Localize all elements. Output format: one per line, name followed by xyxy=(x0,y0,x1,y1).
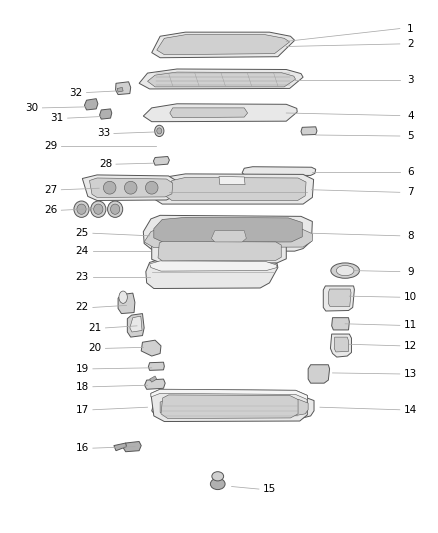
Polygon shape xyxy=(154,217,302,243)
Ellipse shape xyxy=(336,265,354,276)
Polygon shape xyxy=(330,334,351,357)
Polygon shape xyxy=(144,228,312,247)
Ellipse shape xyxy=(145,181,158,194)
Ellipse shape xyxy=(103,181,116,194)
Ellipse shape xyxy=(124,181,137,194)
Polygon shape xyxy=(141,340,161,356)
Ellipse shape xyxy=(210,478,225,490)
Text: 32: 32 xyxy=(69,87,83,98)
Text: 17: 17 xyxy=(76,405,89,415)
Polygon shape xyxy=(130,316,142,332)
Polygon shape xyxy=(143,104,297,122)
Text: 3: 3 xyxy=(407,75,413,85)
Polygon shape xyxy=(160,399,308,416)
Ellipse shape xyxy=(155,125,164,136)
Text: 14: 14 xyxy=(404,405,417,415)
Ellipse shape xyxy=(74,201,89,217)
Polygon shape xyxy=(139,69,303,89)
Ellipse shape xyxy=(91,201,106,217)
Polygon shape xyxy=(170,108,247,118)
Polygon shape xyxy=(148,362,164,370)
Polygon shape xyxy=(99,109,112,119)
Text: 26: 26 xyxy=(44,205,57,215)
Text: 6: 6 xyxy=(407,167,413,177)
Text: 28: 28 xyxy=(99,159,112,169)
Text: 8: 8 xyxy=(407,231,413,241)
Polygon shape xyxy=(123,441,141,452)
Text: 25: 25 xyxy=(76,228,89,238)
Text: 22: 22 xyxy=(76,302,89,312)
Polygon shape xyxy=(219,176,245,184)
Polygon shape xyxy=(146,260,278,288)
Polygon shape xyxy=(242,167,316,175)
Polygon shape xyxy=(151,389,307,422)
Text: 1: 1 xyxy=(407,23,413,34)
Polygon shape xyxy=(308,365,329,383)
Polygon shape xyxy=(323,286,354,311)
Ellipse shape xyxy=(94,204,103,214)
Polygon shape xyxy=(118,293,135,313)
Polygon shape xyxy=(145,379,165,389)
Polygon shape xyxy=(82,175,176,200)
Polygon shape xyxy=(301,127,317,135)
Ellipse shape xyxy=(157,128,162,134)
Text: 10: 10 xyxy=(404,292,417,302)
Text: 31: 31 xyxy=(50,113,64,123)
Polygon shape xyxy=(328,289,351,306)
Text: 33: 33 xyxy=(97,128,110,139)
Polygon shape xyxy=(334,337,349,352)
Polygon shape xyxy=(116,82,131,94)
Text: 18: 18 xyxy=(76,382,89,392)
Text: 21: 21 xyxy=(88,323,102,333)
Text: 19: 19 xyxy=(76,364,89,374)
Ellipse shape xyxy=(110,204,120,214)
Polygon shape xyxy=(165,177,306,200)
Polygon shape xyxy=(85,99,98,110)
Ellipse shape xyxy=(108,201,123,217)
Text: 30: 30 xyxy=(25,103,39,113)
Text: 2: 2 xyxy=(407,39,413,49)
Polygon shape xyxy=(152,395,314,420)
Polygon shape xyxy=(89,178,173,197)
Polygon shape xyxy=(153,157,170,165)
Text: 13: 13 xyxy=(404,369,417,379)
Polygon shape xyxy=(332,318,350,330)
Ellipse shape xyxy=(77,204,86,214)
Polygon shape xyxy=(143,215,312,251)
Polygon shape xyxy=(161,395,298,418)
Polygon shape xyxy=(150,376,157,382)
Polygon shape xyxy=(212,231,246,242)
Polygon shape xyxy=(157,35,290,55)
Text: 20: 20 xyxy=(88,343,102,353)
Text: 29: 29 xyxy=(44,141,57,151)
Text: 9: 9 xyxy=(407,266,413,277)
Text: 23: 23 xyxy=(76,272,89,282)
Text: 4: 4 xyxy=(407,110,413,120)
Polygon shape xyxy=(152,32,295,58)
Polygon shape xyxy=(148,72,296,87)
Ellipse shape xyxy=(212,472,224,481)
Text: 11: 11 xyxy=(404,320,417,330)
Polygon shape xyxy=(114,443,127,451)
Polygon shape xyxy=(152,238,286,263)
Ellipse shape xyxy=(331,263,360,278)
Polygon shape xyxy=(151,389,307,400)
Polygon shape xyxy=(158,241,281,261)
Polygon shape xyxy=(117,87,123,92)
Polygon shape xyxy=(127,313,144,337)
Text: 15: 15 xyxy=(263,484,276,494)
Ellipse shape xyxy=(119,291,127,303)
Text: 7: 7 xyxy=(407,187,413,197)
Text: 24: 24 xyxy=(76,246,89,256)
Text: 16: 16 xyxy=(76,443,89,453)
Text: 27: 27 xyxy=(44,185,57,195)
Text: 12: 12 xyxy=(404,341,417,351)
Polygon shape xyxy=(150,261,277,271)
Text: 5: 5 xyxy=(407,131,413,141)
Polygon shape xyxy=(152,174,314,204)
